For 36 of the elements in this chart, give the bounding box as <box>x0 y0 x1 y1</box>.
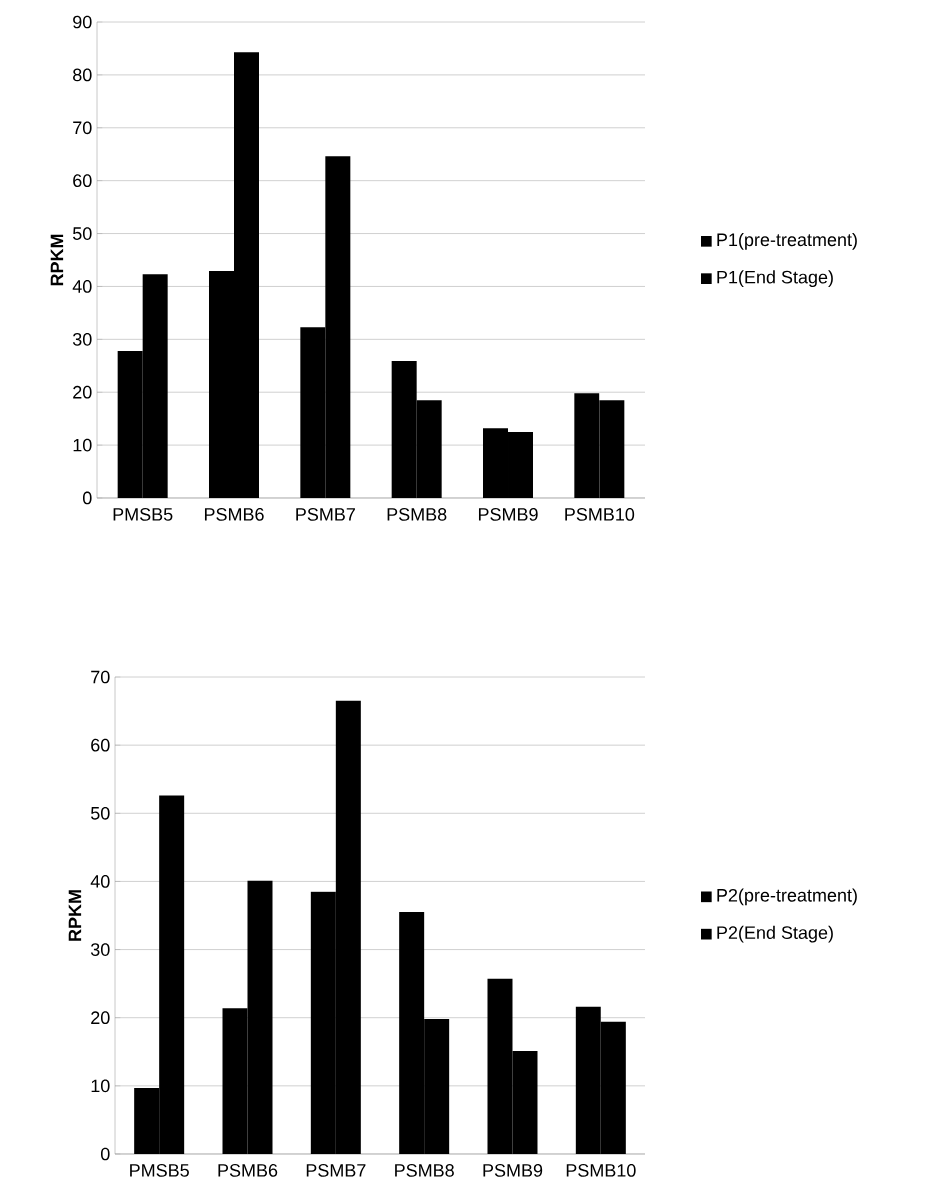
y-tick-label: 80 <box>73 68 92 82</box>
x-tick-label: PSMB9 <box>483 1164 543 1177</box>
y-tick-label: 10 <box>91 1079 110 1093</box>
legend-label: P2(End Stage) <box>717 925 833 943</box>
y-tick-label: 30 <box>72 332 92 346</box>
y-tick-label: 20 <box>73 385 92 399</box>
x-tick-label: PSMB6 <box>204 508 264 521</box>
y-tick-label: 0 <box>82 491 92 505</box>
y-tick-label: 10 <box>73 438 92 452</box>
y-tick-label: 50 <box>90 806 110 820</box>
y-tick-label: 70 <box>91 670 110 684</box>
x-tick-label: PSMB7 <box>306 1164 366 1177</box>
legend-label: P1(pre-treatment) <box>717 232 857 250</box>
legend-label: P1(End Stage) <box>717 270 833 288</box>
x-tick-label: PSMB6 <box>218 1164 278 1177</box>
x-tick-label: PSMB8 <box>387 508 447 521</box>
legend-label: P2(pre-treatment) <box>717 888 857 906</box>
y-tick-label: 40 <box>90 875 110 888</box>
x-tick-label: PSMB10 <box>565 508 635 521</box>
x-tick-label: PSMB10 <box>566 1164 636 1177</box>
x-tick-label: PMSB5 <box>113 508 173 521</box>
y-tick-label: 60 <box>91 738 110 752</box>
y-axis-title: RPKM <box>68 890 82 941</box>
y-tick-label: 40 <box>72 280 92 293</box>
x-tick-label: PSMB8 <box>395 1164 454 1177</box>
y-tick-label: 0 <box>100 1147 110 1161</box>
y-axis-title: RPKM <box>50 234 64 286</box>
x-tick-label: PSMB9 <box>478 508 538 521</box>
x-tick-label: PSMB7 <box>296 508 355 521</box>
y-tick-label: 90 <box>73 15 92 29</box>
x-tick-label: PMSB5 <box>130 1164 189 1177</box>
y-tick-label: 20 <box>91 1011 110 1025</box>
y-tick-label: 60 <box>73 174 92 188</box>
y-tick-label: 30 <box>90 943 110 956</box>
y-tick-label: 50 <box>72 227 92 240</box>
y-tick-label: 70 <box>73 121 92 135</box>
